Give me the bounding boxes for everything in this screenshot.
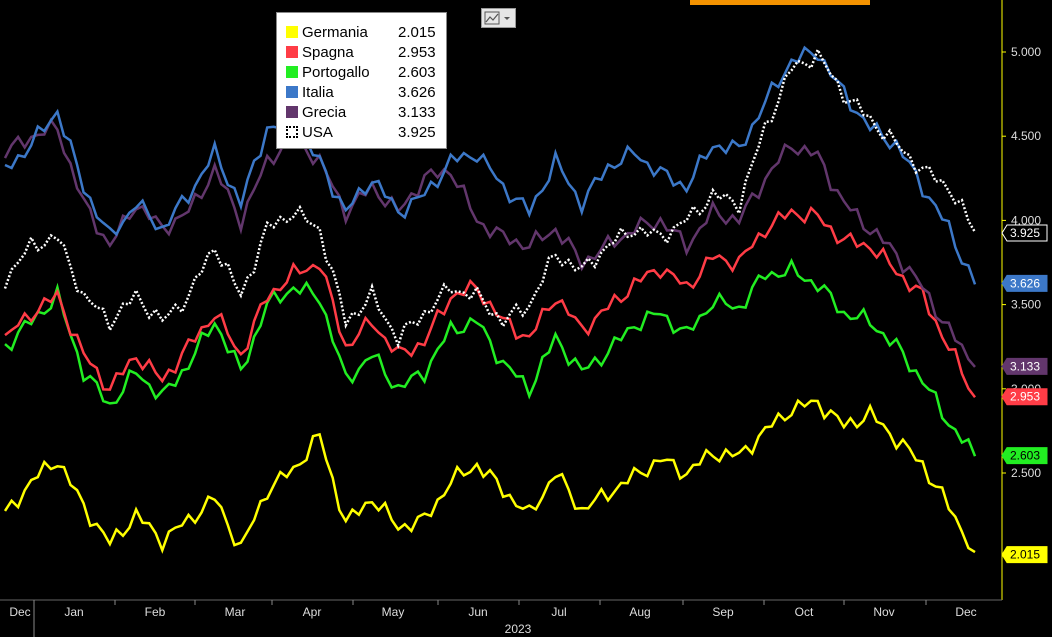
legend-label: Spagna — [302, 43, 354, 61]
y-tick-label: 2.500 — [1011, 466, 1041, 480]
x-tick-label: Sep — [712, 605, 734, 619]
value-badge-label: 3.925 — [1010, 226, 1040, 240]
x-tick-label: Jan — [64, 605, 83, 619]
value-badge-label: 2.603 — [1010, 449, 1040, 463]
data-field-input[interactable] — [690, 0, 870, 5]
value-badge-label: 3.626 — [1010, 276, 1040, 290]
chart-legend: Germania 2.015 Spagna 2.953 Portogallo 2.603 I… — [276, 12, 447, 149]
y-tick-label: 4.000 — [1011, 213, 1041, 227]
x-tick-label: Jul — [551, 605, 566, 619]
value-badge-spagna: 2.953 — [1001, 388, 1048, 406]
legend-value: 3.925 — [398, 123, 436, 141]
value-badge-usa: 3.925 — [1001, 224, 1048, 242]
x-tick-label: Apr — [303, 605, 322, 619]
series-line-germania — [3, 398, 976, 554]
legend-value: 3.626 — [398, 83, 436, 101]
x-tick-label: Feb — [145, 605, 166, 619]
value-badge-label: 2.015 — [1010, 548, 1040, 562]
value-badge-germania: 2.015 — [1001, 546, 1048, 564]
chart-type-button[interactable] — [481, 8, 516, 28]
legend-swatch — [286, 26, 298, 38]
value-badge-label: 2.953 — [1010, 390, 1040, 404]
legend-swatch — [286, 106, 298, 118]
x-tick-label: Oct — [795, 605, 814, 619]
legend-swatch — [286, 66, 298, 78]
legend-label: Germania — [302, 23, 368, 41]
legend-value: 2.015 — [398, 23, 436, 41]
x-axis-label: 2023 — [505, 622, 532, 636]
top-toolbar — [0, 0, 1052, 6]
x-tick-label: Aug — [629, 605, 650, 619]
legend-item-usa: USA 3.925 — [277, 122, 446, 142]
series-line-italia — [4, 45, 977, 285]
chart-type-icon — [484, 11, 510, 25]
legend-item-portogallo: Portogallo 2.603 — [277, 62, 446, 82]
x-tick-label: May — [382, 605, 405, 619]
legend-item-grecia: Grecia 3.133 — [277, 102, 446, 122]
legend-swatch — [286, 126, 298, 138]
x-tick-label: Mar — [225, 605, 246, 619]
legend-label: Italia — [302, 83, 334, 101]
y-tick-label: 4.500 — [1011, 129, 1041, 143]
legend-label: USA — [302, 123, 333, 141]
series-line-usa — [3, 46, 977, 350]
legend-item-spagna: Spagna 2.953 — [277, 42, 446, 62]
legend-swatch — [286, 46, 298, 58]
x-tick-label: Dec — [955, 605, 976, 619]
legend-value: 2.603 — [398, 63, 436, 81]
x-tick-label: Jun — [468, 605, 487, 619]
x-tick-label: Dec — [9, 605, 30, 619]
series-line-spagna — [4, 205, 976, 398]
value-badge-grecia: 3.133 — [1001, 357, 1048, 375]
legend-value: 3.133 — [398, 103, 436, 121]
legend-value: 2.953 — [398, 43, 436, 61]
x-tick-label: Nov — [873, 605, 894, 619]
value-badge-italia: 3.626 — [1001, 274, 1048, 292]
value-badge-portogallo: 2.603 — [1001, 447, 1048, 465]
legend-label: Portogallo — [302, 63, 370, 81]
legend-item-italia: Italia 3.626 — [277, 82, 446, 102]
series-line-grecia — [3, 117, 976, 368]
y-tick-label: 5.000 — [1011, 45, 1041, 59]
value-badge-label: 3.133 — [1010, 359, 1040, 373]
legend-label: Grecia — [302, 103, 347, 121]
y-tick-label: 3.500 — [1011, 298, 1041, 312]
legend-item-germania: Germania 2.015 — [277, 22, 446, 42]
series-line-portogallo — [4, 257, 977, 457]
legend-swatch — [286, 86, 298, 98]
